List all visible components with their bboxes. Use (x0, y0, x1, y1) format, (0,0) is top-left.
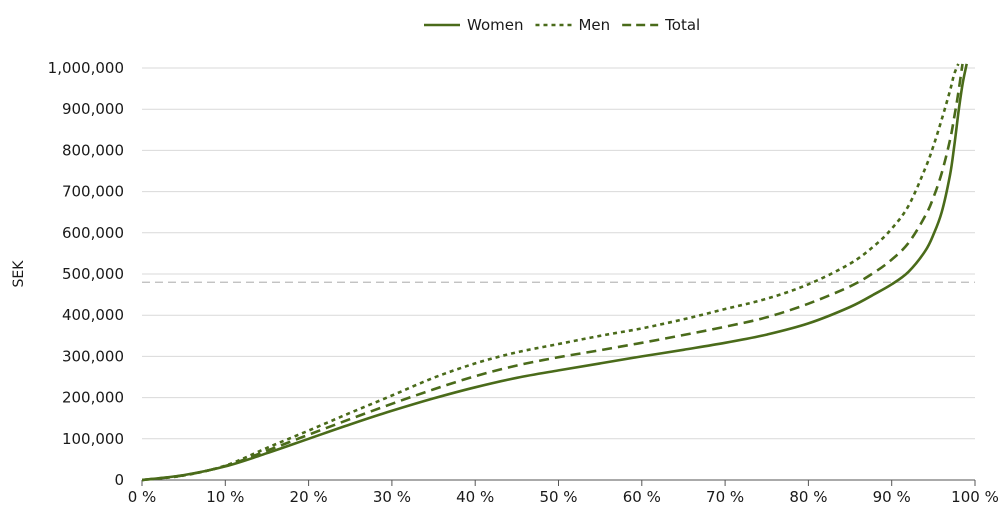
legend-label: Total (664, 16, 700, 34)
x-tick-label: 50 % (539, 488, 577, 506)
series-line-total (142, 63, 964, 482)
y-tick-label: 900,000 (62, 100, 124, 118)
y-tick-label: 800,000 (62, 141, 124, 159)
chart-legend: Women Men Total (424, 16, 700, 34)
x-tick-label: 0 % (128, 488, 157, 506)
y-tick-label: 1,000,000 (48, 59, 124, 77)
legend-label: Men (578, 16, 610, 34)
y-tick-label: 600,000 (62, 224, 124, 242)
gridlines (142, 67, 975, 440)
series-line-men (142, 63, 960, 482)
y-axis-title: SEK (11, 260, 27, 288)
x-tick-label: 60 % (623, 488, 661, 506)
x-tick-label: 70 % (706, 488, 744, 506)
legend-label: Women (467, 16, 523, 34)
y-tick-label: 400,000 (62, 306, 124, 324)
x-tick-label: 30 % (373, 488, 411, 506)
x-tick-label: 10 % (206, 488, 244, 506)
y-tick-label: 100,000 (62, 430, 124, 448)
x-tick-label: 80 % (789, 488, 827, 506)
x-tick-label: 20 % (290, 488, 328, 506)
x-tick-label: 40 % (456, 488, 494, 506)
x-tick-label: 100 % (951, 488, 999, 506)
y-tick-label: 300,000 (62, 347, 124, 365)
series-line-women (142, 63, 968, 482)
tick-labels: 0 100,000 200,000 300,000 400,000 500,000 600,… (48, 59, 999, 506)
y-tick-label: 0 (114, 471, 124, 489)
series-group (142, 63, 968, 482)
y-tick-label: 500,000 (62, 265, 124, 283)
y-tick-label: 200,000 (62, 389, 124, 407)
y-tick-label: 700,000 (62, 183, 124, 201)
axes (141, 479, 976, 486)
x-tick-label: 90 % (873, 488, 911, 506)
